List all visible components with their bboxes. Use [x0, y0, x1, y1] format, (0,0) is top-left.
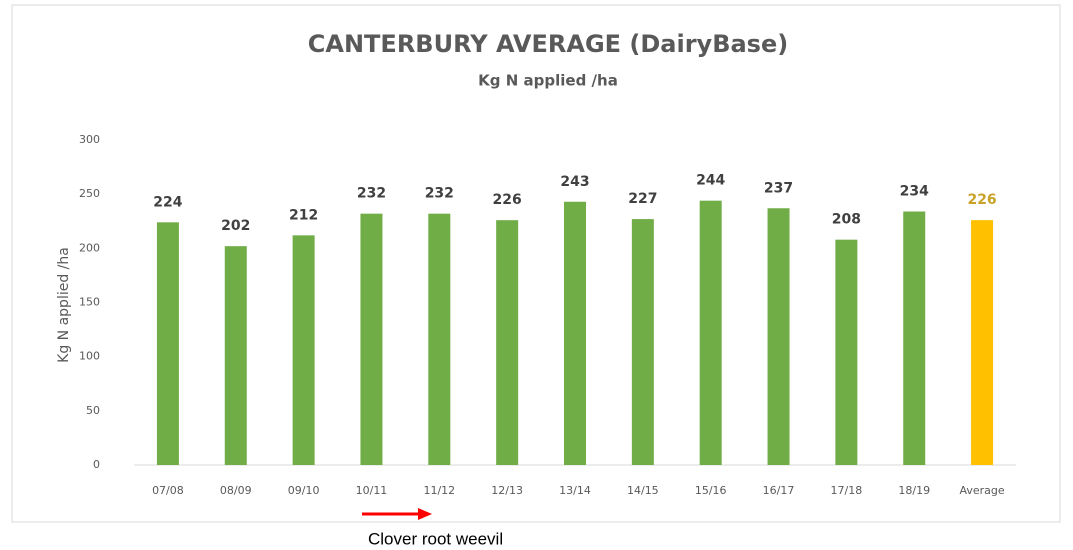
data-label: 226	[493, 192, 522, 208]
bar	[224, 246, 247, 465]
x-tick-label: 13/14	[559, 484, 591, 497]
x-tick-label: 12/13	[491, 484, 523, 497]
bar	[631, 219, 654, 465]
bar	[496, 220, 519, 465]
data-label: 243	[560, 174, 589, 190]
y-tick-label: 200	[79, 241, 100, 254]
bar	[835, 239, 858, 465]
data-label: 244	[696, 173, 725, 189]
data-label: 224	[153, 194, 182, 210]
y-tick-label: 150	[79, 296, 100, 309]
x-tick-label: 17/18	[831, 484, 863, 497]
bar	[971, 220, 994, 465]
data-label: 212	[289, 207, 318, 223]
x-tick-label: 11/12	[423, 484, 455, 497]
annotation: Clover root weevil	[368, 529, 503, 548]
y-tick-label: 300	[79, 133, 100, 146]
data-label: 232	[425, 186, 454, 202]
data-label: 234	[900, 184, 929, 200]
y-tick-label: 100	[79, 350, 100, 363]
y-tick-label: 50	[86, 404, 100, 417]
bar	[292, 235, 315, 465]
x-tick-label: 16/17	[763, 484, 795, 497]
bar	[156, 222, 179, 465]
data-label: 227	[628, 191, 657, 207]
chart-title: CANTERBURY AVERAGE (DairyBase)	[308, 30, 788, 58]
data-label: 237	[764, 180, 793, 196]
x-tick-label: 10/11	[356, 484, 388, 497]
x-tick-label: 18/19	[898, 484, 930, 497]
data-label: 202	[221, 218, 250, 234]
x-tick-label: 15/16	[695, 484, 727, 497]
bar	[903, 211, 926, 465]
x-tick-label: 08/09	[220, 484, 252, 497]
x-tick-label: 14/15	[627, 484, 659, 497]
y-tick-label: 0	[93, 458, 100, 471]
bar	[360, 213, 383, 465]
bar	[699, 200, 722, 465]
bar	[428, 213, 451, 465]
data-label: 208	[832, 212, 861, 228]
y-tick-label: 250	[79, 187, 100, 200]
chart-subtitle: Kg N applied /ha	[478, 72, 618, 90]
y-axis-label: Kg N applied /ha	[56, 247, 72, 363]
x-tick-label: Average	[959, 484, 1004, 497]
x-tick-label: 07/08	[152, 484, 184, 497]
data-label: 226	[967, 192, 996, 208]
x-tick-label: 09/10	[288, 484, 320, 497]
chart-border	[11, 4, 1061, 523]
data-label: 232	[357, 186, 386, 202]
bar	[564, 201, 586, 465]
annotation-arrowhead	[418, 508, 432, 520]
bar	[767, 208, 790, 465]
